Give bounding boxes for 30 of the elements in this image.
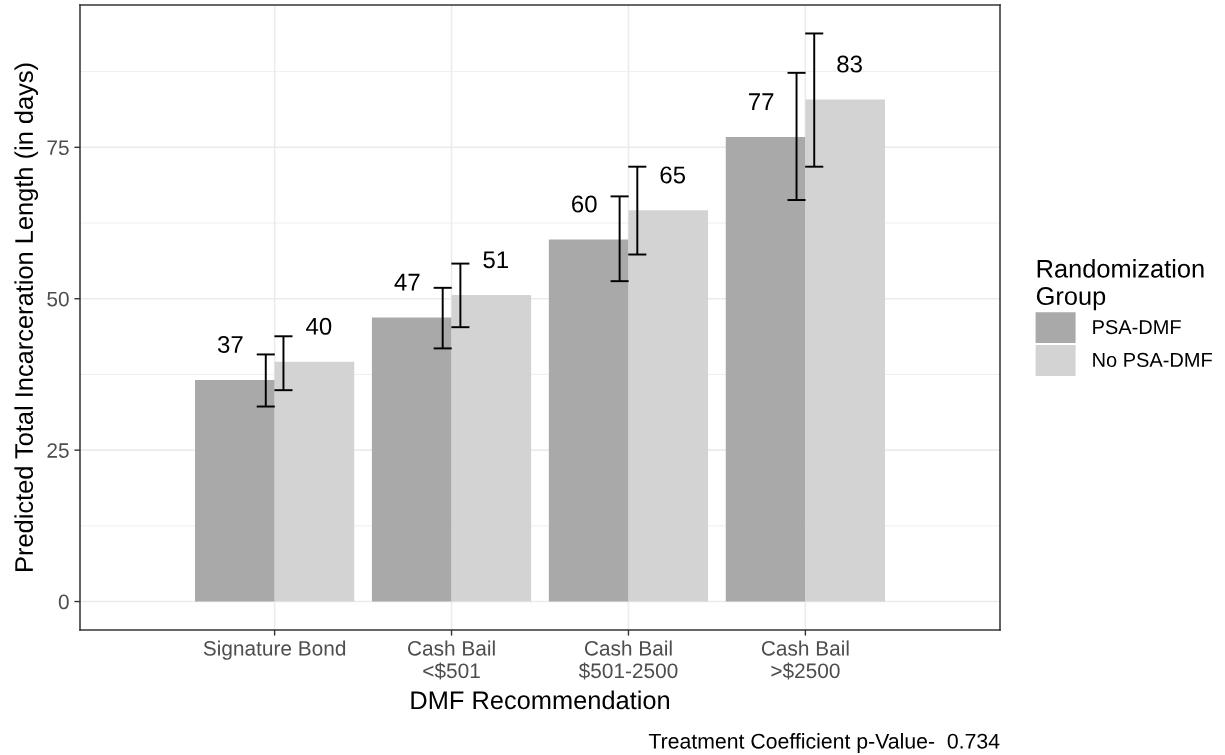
data-label: 37 [217,335,243,353]
data-label: 65 [660,166,686,184]
data-label: 40 [306,317,332,335]
y-tick-label: 25 [47,443,69,458]
x-tick-label: Cash Bail <$501 [408,640,495,680]
data-label: 77 [749,93,774,110]
bar [548,239,629,602]
data-label: 47 [394,273,420,291]
data-label: 83 [837,55,862,73]
legend-label: PSA-DMF [1093,319,1181,335]
x-tick-label: Cash Bail >$2500 [761,640,849,680]
x-axis-title: DMF Recommendation [411,690,670,710]
bar [805,99,885,602]
x-tick-label: Signature Bond [203,640,346,660]
bar [451,295,532,602]
data-label: 60 [572,195,597,213]
legend-title: Randomization Group [1036,259,1204,311]
y-tick-label: 75 [47,140,69,156]
y-axis-title: Predicted Total Incarceration Length (in days) [14,63,39,571]
legend-label: No PSA-DMF [1093,352,1212,368]
data-label: 51 [483,251,508,269]
y-tick-label: 0 [58,594,69,610]
bar [274,361,355,602]
text: Treatment Coefficient p-Value- 0.734 [648,733,1000,753]
bar [195,379,275,602]
bar [725,137,806,602]
bar [628,210,709,602]
bar [371,317,452,602]
y-tick-label: 50 [47,291,69,307]
x-tick-label: Cash Bail $501-2500 [578,640,678,680]
